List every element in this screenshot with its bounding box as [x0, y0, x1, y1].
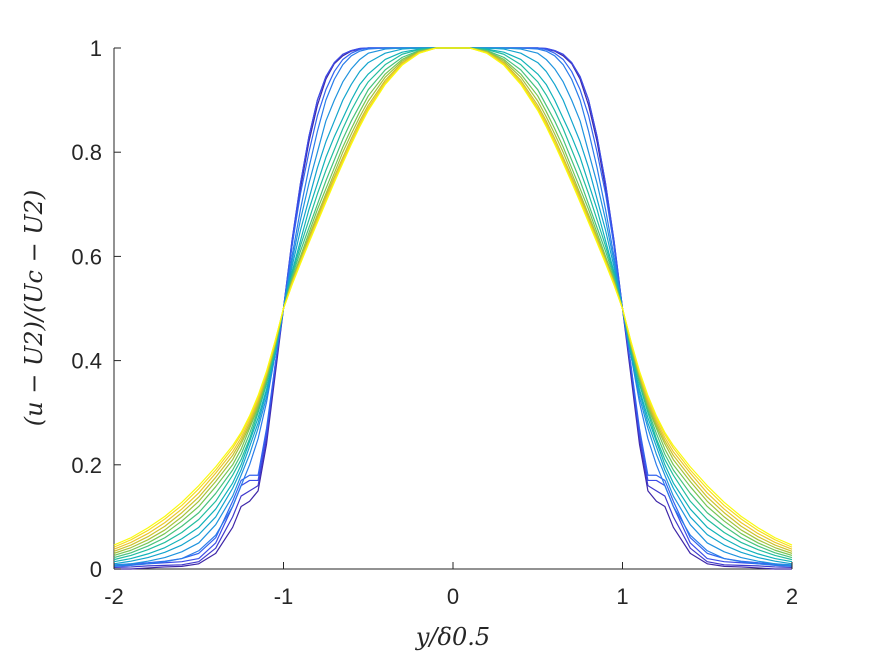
series-line-14 [113, 47, 793, 550]
series-line-16 [113, 47, 793, 546]
tick-layer: -2 -1 0 1 2 0 0.2 0.4 0.6 0.8 1 [71, 36, 798, 609]
series-line-5 [113, 47, 793, 567]
series-line-13 [113, 47, 793, 552]
series-line-11 [113, 47, 793, 557]
series-line-3 [113, 47, 793, 567]
series-layer [113, 47, 793, 570]
y-axis-label: (u − U2)/(Uc − U2) [20, 190, 48, 426]
y-tick-label: 1 [90, 36, 102, 61]
x-tick-label: 0 [447, 584, 459, 609]
y-tick-label: 0 [90, 557, 102, 582]
series-line-8 [113, 47, 793, 563]
x-tick-label: 1 [616, 584, 628, 609]
x-axis-label: y/δ0.5 [415, 623, 490, 651]
y-tick-label: 0.4 [71, 349, 102, 374]
x-tick-label: 2 [786, 584, 798, 609]
x-tick-label: -2 [104, 584, 124, 609]
series-line-1 [114, 47, 792, 570]
y-tick-label: 0.2 [71, 453, 102, 478]
x-tick-label: -1 [274, 584, 294, 609]
y-tick-label: 0.6 [71, 244, 102, 269]
series-line-9 [113, 47, 793, 561]
axes-frame [113, 48, 792, 570]
y-tick-label: 0.8 [71, 140, 102, 165]
series-line-2 [113, 47, 793, 569]
series-line-6 [113, 47, 793, 566]
